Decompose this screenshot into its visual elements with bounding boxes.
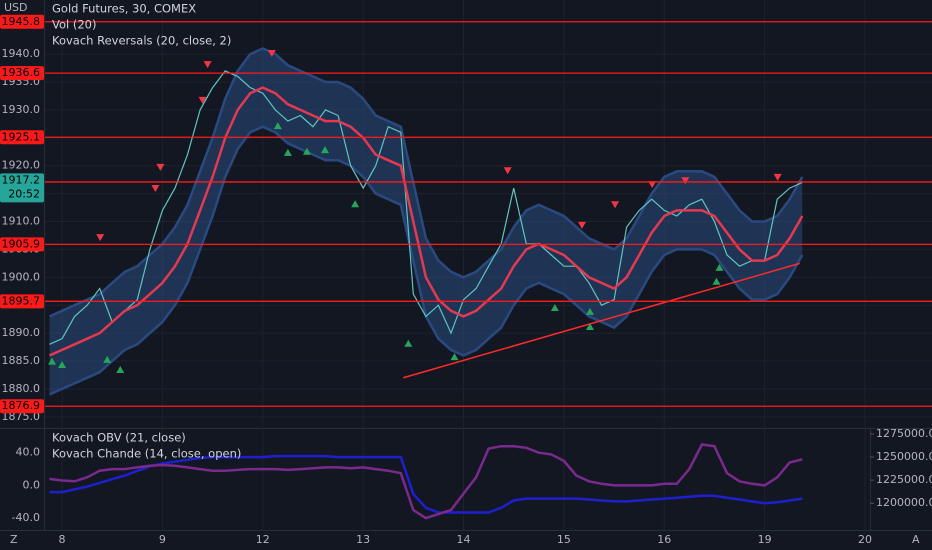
reversal-marker [712,277,721,285]
y-tick-label: 1920.0 [2,159,41,172]
toolbar-button[interactable]: Z [10,533,18,546]
reversal-marker [96,234,105,242]
level-label: 1905.9 [2,237,41,250]
level-label-box [0,14,44,29]
x-tick-label: 12 [256,533,270,546]
level-label: 1945.8 [2,15,41,28]
trend-line [403,262,800,379]
reversal-marker [267,50,276,58]
level-label-box [0,294,44,309]
reversal-marker [48,357,57,365]
currency: USD [4,1,28,14]
reversal-marker [203,61,212,69]
x-tick-label: 13 [356,533,370,546]
reversal-marker [58,360,67,368]
reversal-marker [681,177,690,185]
reversal-marker [156,163,165,171]
reversal-marker [116,365,125,373]
x-tick-label: 16 [657,533,671,546]
level-label: 1876.9 [2,399,41,412]
y-tick-label: 0.0 [23,478,41,491]
y-tick-label: 1880.0 [2,382,41,395]
reversal-marker [715,263,724,271]
reversal-marker [198,96,207,104]
level-label-box [0,237,44,252]
x-tick-label: 20 [858,533,872,546]
level-label: 1925.1 [2,130,41,143]
y-tick-label: 1940.0 [2,47,41,60]
band-fill [49,48,803,395]
series-line [49,454,803,514]
reversal-marker [577,221,586,229]
level-label-box [0,66,44,81]
series-line [48,47,804,318]
legend-entry: Gold Futures, 30, COMEX [52,2,196,16]
reversal-marker [273,122,282,130]
level-label-box [0,130,44,145]
reversal-marker [585,307,594,315]
reversal-marker [351,200,360,208]
legend-entry: Vol (20) [52,18,96,32]
reversal-marker [611,201,620,209]
level-label: 1936.6 [2,66,41,79]
legend-entry: Kovach Chande (14, close, open) [52,447,241,461]
series-line [48,86,804,357]
reversal-marker [103,355,112,363]
y-tick-label: -40.0 [12,511,40,524]
series-line [49,443,803,520]
x-tick-label: 9 [159,533,166,546]
reversal-marker [404,339,413,347]
legend-entry: Kovach Reversals (20, close, 2) [52,34,231,48]
countdown-label: 20:52 [8,187,40,200]
series-line [49,70,803,345]
reversal-marker [585,322,594,330]
level-label-box [0,399,44,414]
reversal-marker [283,148,292,156]
toolbar-button[interactable]: A [912,533,920,546]
reversal-marker [550,304,559,312]
y2-tick-label: 1250000.0 [876,450,932,463]
x-tick-label: 8 [59,533,66,546]
reversal-marker [321,146,330,154]
last-price-box [0,173,44,203]
level-label: 1895.7 [2,294,41,307]
last-price-label: 1917.2 [2,173,41,186]
y-tick-label: 1900.0 [2,270,41,283]
y2-tick-label: 1225000.0 [876,473,932,486]
reversal-marker [302,147,311,155]
x-tick-label: 15 [557,533,571,546]
reversal-marker [648,181,657,189]
y-tick-label: 1910.0 [2,215,41,228]
y2-tick-label: 1200000.0 [876,496,932,509]
y-tick-label: 1885.0 [2,354,41,367]
reversal-marker [450,353,459,361]
x-tick-label: 19 [758,533,772,546]
x-tick-label: 14 [457,533,471,546]
reversal-marker [503,167,512,175]
reversal-marker [773,173,782,181]
y-tick-label: 1930.0 [2,103,41,116]
legend-entry: Kovach OBV (21, close) [52,431,186,445]
y-tick-label: 40.0 [16,446,41,459]
reversal-marker [151,185,160,193]
y-tick-label: 1890.0 [2,326,41,339]
y2-tick-label: 1275000.0 [876,427,932,440]
